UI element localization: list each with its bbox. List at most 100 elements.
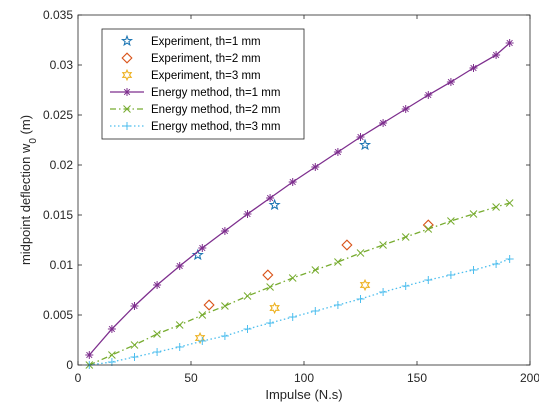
series-4-point-8 [243,210,252,218]
legend-label-3: Experiment, th=3 mm [151,70,261,82]
series-4 [85,39,514,359]
x-axis-label: Impulse (N.s) [265,387,342,402]
legend-item-3: Experiment, th=3 mm [121,68,261,82]
y-tick-label-8: 0.035 [43,8,73,22]
series-4-point-7 [220,227,229,235]
legend: Experiment, th=1 mm Experiment, th=2 mm Ex… [101,28,305,140]
series-4-point-10 [288,178,297,186]
series-layer [85,39,514,369]
x-tick-label-1: 0 [75,371,82,385]
x-tick-label-3: 100 [294,371,314,385]
series-2-point-3 [341,239,353,251]
series-4-point-6 [198,244,207,252]
series-4-point-20 [505,39,514,47]
series-5-point-6 [198,311,207,319]
series-5-point-12 [334,258,342,266]
axes-layer: 0 50 100 150 200 0 0.005 0.01 0.015 0.02 0.025 0.03… [43,8,539,385]
legend-label-2: Experiment, th=2 mm [151,53,261,65]
series-4-point-17 [446,78,455,86]
legend-marker-3 [121,68,133,82]
series-5-point-18 [469,210,478,218]
series-4-point-16 [424,91,433,99]
x-tick-label-2: 50 [184,371,198,385]
series-4-point-15 [401,105,410,113]
legend-label-4: Energy method, th=1 mm [151,87,280,99]
series-1-point-1 [191,248,204,261]
series-6-point-7 [220,332,229,340]
series-5 [85,199,514,369]
series-5-point-5 [175,321,184,329]
series-5-point-10 [288,274,297,282]
x-tick-label-5: 200 [520,371,539,385]
series-5-point-11 [311,266,320,274]
series-6-point-15 [401,282,410,290]
y-tick-label-4: 0.015 [43,208,73,222]
y-axis-label-subscript: 0 [28,138,39,144]
series-5-point-19 [492,203,500,211]
series-5-point-9 [266,283,274,291]
series-4-point-2 [107,325,116,333]
series-6-point-8 [243,325,252,333]
legend-marker-5 [123,105,131,113]
y-tick-label-5: 0.02 [50,158,74,172]
series-6-point-4 [153,348,162,356]
series-6-point-11 [311,307,320,315]
series-5-point-20 [505,199,514,207]
y-axis-label-unit: (m) [18,115,33,138]
series-4-point-4 [153,281,162,289]
series-3-point-1 [194,331,206,345]
series-6-point-5 [175,343,184,351]
y-axis-label: midpoint deflection w0 (m) [18,115,39,265]
series-2-point-4 [422,219,434,231]
legend-item-5: Energy method, th=2 mm [110,104,280,116]
legend-label-5: Energy method, th=2 mm [151,104,280,116]
series-4-point-12 [333,148,342,156]
series-5-point-14 [379,241,387,249]
legend-marker-6 [123,122,131,130]
series-6-point-6 [198,337,207,345]
series-6-point-13 [356,295,365,303]
legend-label-1: Experiment, th=1 mm [151,36,261,48]
y-tick-label-7: 0.03 [50,58,74,72]
series-3 [194,278,371,345]
legend-marker-4 [123,88,131,96]
series-5-point-4 [153,330,161,338]
series-5-point-16 [424,225,433,233]
y-tick-label-2: 0.005 [43,308,73,322]
series-5-point-8 [243,292,252,300]
legend-marker-1 [120,34,134,47]
y-axis-label-main: midpoint deflection w [18,143,33,265]
series-6-point-3 [130,353,139,361]
series-4-line [88,42,511,356]
series-5-line [89,202,510,366]
series-4-point-14 [379,119,388,127]
legend-item-2: Experiment, th=2 mm [121,52,261,65]
series-4-point-13 [356,133,365,141]
y-tick-label-3: 0.01 [50,258,74,272]
series-4-point-11 [311,163,320,171]
series-5-point-13 [356,249,365,257]
series-2-point-2 [262,269,274,281]
series-5-point-3 [130,341,139,349]
series-1-point-3 [358,138,372,151]
legend-label-6: Energy method, th=3 mm [151,121,280,133]
series-5-point-15 [401,233,410,241]
series-3-point-3 [359,278,371,292]
series-6-point-20 [505,255,514,263]
legend-item-6: Energy method, th=3 mm [110,121,280,133]
series-4-point-9 [266,194,275,202]
series-3-point-2 [269,301,280,315]
legend-item-4: Energy method, th=1 mm [110,87,280,99]
series-4-point-18 [469,64,478,72]
series-5-point-2 [108,351,116,359]
series-6-point-9 [266,319,275,327]
series-4-point-3 [130,302,139,310]
series-1-point-2 [268,198,281,211]
series-2 [203,219,434,311]
series-6-point-18 [469,266,478,274]
series-6-point-10 [288,313,297,321]
series-6-point-17 [446,271,455,279]
series-4-point-1 [85,351,94,359]
series-6-point-19 [492,260,501,268]
legend-item-1: Experiment, th=1 mm [120,34,261,48]
